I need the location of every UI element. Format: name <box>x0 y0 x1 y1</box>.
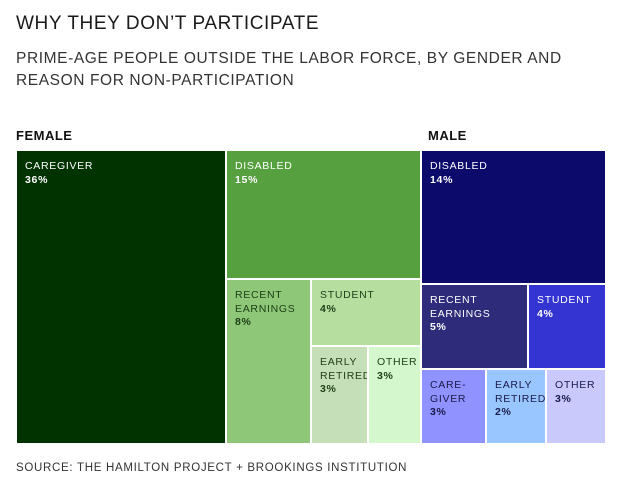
tile-label: DISABLED <box>430 160 488 172</box>
tile-male-caregiver: CARE- GIVER 3% <box>421 369 486 444</box>
tile-value: 5% <box>430 321 447 333</box>
tile-male-recent-earnings: RECENT EARNINGS 5% <box>421 284 528 369</box>
tile-value: 14% <box>430 173 454 186</box>
tile-value: 4% <box>537 307 554 320</box>
tile-label: STUDENT <box>537 294 592 306</box>
chart-title: WHY THEY DON’T PARTICIPATE <box>16 13 320 34</box>
group-label-female: FEMALE <box>16 128 73 143</box>
tile-female-disabled: DISABLED 15% <box>226 150 421 279</box>
tile-value: 36% <box>25 173 49 186</box>
tile-male-other: OTHER 3% <box>546 369 606 444</box>
tile-label: EARLY RETIRED <box>320 356 368 382</box>
tile-label: OTHER <box>377 356 418 368</box>
tile-label: RECENT EARNINGS <box>430 294 491 320</box>
tile-value: 3% <box>555 392 572 405</box>
tile-female-caregiver: CAREGIVER 36% <box>16 150 226 444</box>
tile-value: 4% <box>320 302 337 315</box>
tile-label: RECENT EARNINGS <box>235 289 296 315</box>
tile-label: CAREGIVER <box>25 160 94 172</box>
tile-male-early-retired: EARLY RETIRED 2% <box>486 369 546 444</box>
group-label-male: MALE <box>428 128 467 143</box>
tile-male-student: STUDENT 4% <box>528 284 606 369</box>
tile-male-disabled: DISABLED 14% <box>421 150 606 284</box>
tile-label: STUDENT <box>320 289 375 301</box>
tile-value: 3% <box>377 369 394 382</box>
tile-label: CARE- GIVER <box>430 379 467 405</box>
tile-female-early-retired: EARLY RETIRED 3% <box>311 346 368 444</box>
tile-label: EARLY RETIRED <box>495 379 546 405</box>
tile-value: 8% <box>235 316 252 328</box>
tile-female-student: STUDENT 4% <box>311 279 421 346</box>
tile-value: 15% <box>235 173 259 186</box>
source-note: SOURCE: THE HAMILTON PROJECT + BROOKINGS… <box>16 462 408 474</box>
tile-value: 3% <box>430 406 447 418</box>
tile-label: OTHER <box>555 379 596 391</box>
tile-value: 3% <box>320 383 337 395</box>
tile-value: 2% <box>495 406 512 418</box>
tile-female-recent-earnings: RECENT EARNINGS 8% <box>226 279 311 444</box>
chart-subtitle: PRIME-AGE PEOPLE OUTSIDE THE LABOR FORCE… <box>16 50 562 89</box>
tile-label: DISABLED <box>235 160 293 172</box>
tile-female-other: OTHER 3% <box>368 346 421 444</box>
